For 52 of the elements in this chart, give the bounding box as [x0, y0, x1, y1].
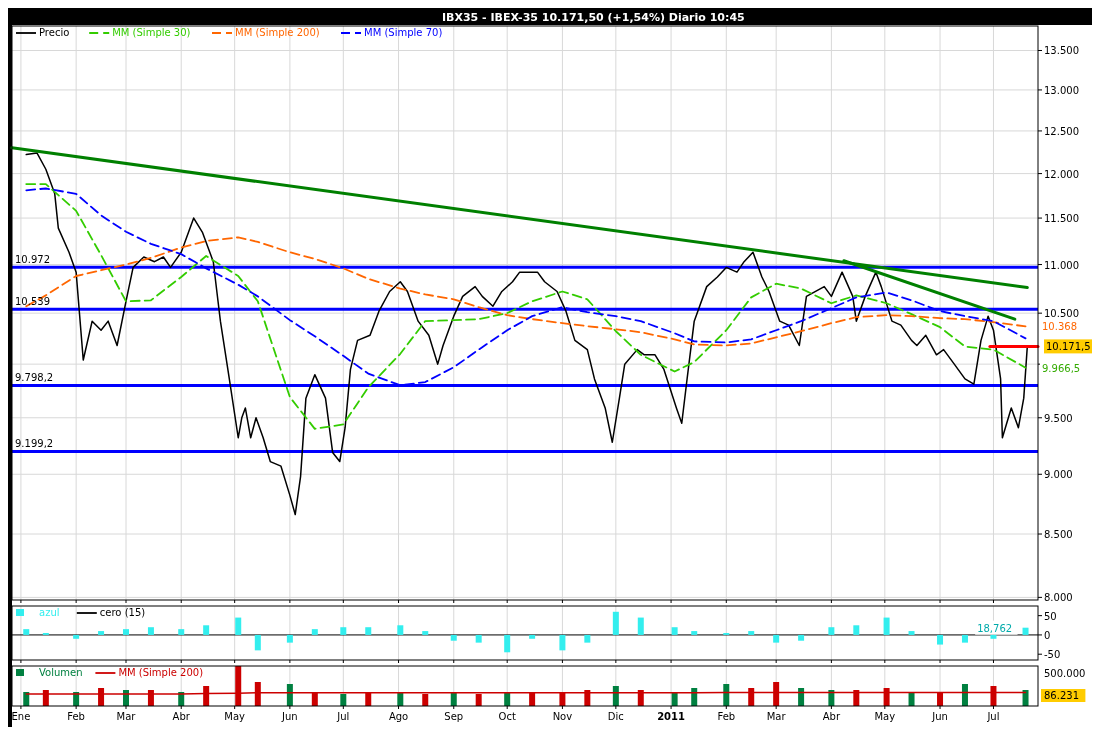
x-tick-label: Nov: [552, 711, 573, 722]
x-tick-label: Jul: [986, 711, 1000, 722]
text: 500.000: [1044, 668, 1086, 679]
legend-label: MM (Simple 70): [364, 27, 443, 38]
legend-label: MM (Simple 200): [235, 27, 320, 38]
annotation: 9.966,5: [1042, 362, 1081, 374]
legend-label: Volumen: [39, 667, 83, 678]
chart-title: IBX35 - IBEX-35 10.171,50 (+1,54%) Diario 10:45: [442, 11, 745, 24]
x-tick-label: Feb: [717, 711, 736, 722]
x-tick-label: Jun: [281, 711, 298, 722]
y-tick-label: 12.500: [1044, 125, 1079, 137]
y-tick-label: 8.500: [1044, 529, 1073, 541]
x-tick-label: May: [224, 711, 246, 722]
x-tick-label: May: [874, 711, 896, 722]
y-tick-label: 9.000: [1044, 469, 1073, 481]
x-tick-label: Jun: [931, 711, 948, 722]
ref-line-label: 9.199,2: [15, 438, 54, 450]
ref-line-label: 10.972: [15, 254, 50, 266]
x-tick-label: Sep: [444, 711, 464, 722]
x-tick-label: Jul: [336, 711, 350, 722]
annotation: 18,762: [977, 622, 1013, 634]
y-tick-label: 11.500: [1044, 213, 1079, 225]
y-tick-label: 8.000: [1044, 592, 1073, 604]
x-tick-label: Abr: [172, 711, 191, 722]
y-tick-label: 50: [1044, 610, 1057, 622]
text: 86.231: [1044, 690, 1079, 701]
x-tick-label: Ago: [388, 711, 409, 722]
y-tick-label: 0: [1044, 629, 1051, 641]
legend-label: cero (15): [99, 607, 146, 618]
y-tick-label: 13.000: [1044, 84, 1079, 96]
x-tick-label: Feb: [67, 711, 85, 722]
x-tick-label: Abr: [822, 711, 841, 722]
y-tick-label: 9.500: [1044, 412, 1073, 424]
legend-label: Precio: [39, 27, 70, 38]
legend-label: MM (Simple 200): [118, 667, 204, 678]
annotation: 10.171,5: [1046, 341, 1091, 353]
x-tick-label: Dic: [607, 711, 624, 722]
x-tick-label: Mar: [116, 711, 137, 722]
y-tick-label: -50: [1044, 649, 1061, 661]
y-tick-label: 11.000: [1044, 259, 1079, 271]
annotation: 10.368: [1042, 321, 1077, 333]
x-tick-label: 2011: [657, 711, 686, 722]
x-tick-label: Ene: [11, 711, 31, 722]
x-tick-label: Oct: [498, 711, 516, 722]
y-tick-label: 12.000: [1044, 168, 1079, 180]
ref-line-label: 9.798,2: [15, 372, 54, 384]
legend-label: azul: [39, 607, 60, 618]
x-tick-label: Mar: [766, 711, 787, 722]
y-tick-label: 13.500: [1044, 45, 1079, 57]
ref-line-label: 10.539: [15, 296, 50, 308]
y-tick-label: 10.500: [1044, 308, 1079, 320]
legend-label: MM (Simple 30): [112, 27, 191, 38]
